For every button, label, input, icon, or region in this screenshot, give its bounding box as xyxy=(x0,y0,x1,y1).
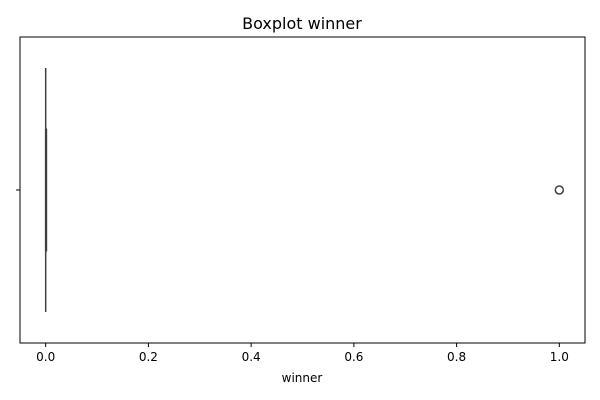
plot-frame xyxy=(19,36,586,344)
box-layer xyxy=(44,68,565,312)
outlier-point xyxy=(554,185,565,195)
x-axis: 0.0 0.2 0.4 0.6 0.8 1.0 xyxy=(36,343,569,364)
x-tick-label: 0.2 xyxy=(139,350,158,364)
chart-title: Boxplot winner xyxy=(242,14,362,33)
x-tick-label: 0.8 xyxy=(447,350,466,364)
x-tick-label: 1.0 xyxy=(550,350,569,364)
x-tick-label: 0.4 xyxy=(242,350,261,364)
x-tick-label: 0.6 xyxy=(344,350,363,364)
x-tick-label: 0.0 xyxy=(36,350,55,364)
x-axis-label: winner xyxy=(282,371,323,385)
